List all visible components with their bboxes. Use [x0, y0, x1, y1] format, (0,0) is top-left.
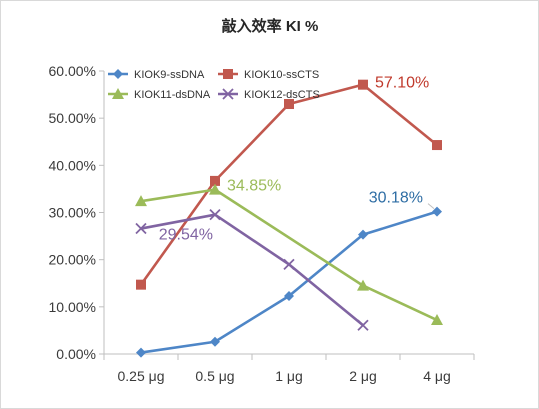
legend-marker: [113, 69, 123, 79]
x-tick-label: 4 μg: [423, 368, 451, 384]
data-point: [283, 258, 295, 271]
data-point: [136, 347, 146, 358]
data-point: [431, 314, 443, 326]
data-point: [358, 229, 368, 240]
x-tick-label: 0.25 μg: [118, 368, 165, 384]
data-point: [432, 140, 442, 151]
legend-marker: [222, 88, 234, 100]
data-point: [210, 175, 220, 186]
marker-stroke: [209, 209, 221, 221]
series-line-4: [140, 213, 364, 327]
marker-stroke: [357, 319, 369, 331]
data-label-leader: [427, 203, 435, 210]
data-point: [209, 209, 221, 221]
data-label: 30.18%: [369, 190, 423, 207]
y-tick-label: 40.00%: [49, 157, 96, 173]
data-point: [357, 319, 369, 331]
x-tick-label: 2 μg: [349, 368, 377, 384]
y-tick-label: 10.00%: [49, 299, 96, 315]
legend-label: KIOK10-ssCTS: [244, 69, 319, 81]
data-point: [135, 222, 147, 235]
series-line-3: [140, 188, 438, 322]
data-label: 34.85%: [227, 178, 281, 195]
legend-marker: [223, 69, 233, 79]
annotations-group: 57.10% 34.85% 29.54% 30.18%: [159, 75, 435, 244]
y-tick-label: 50.00%: [49, 110, 96, 126]
legend-label: KIOK9-ssDNA: [134, 69, 205, 81]
data-point: [284, 290, 294, 301]
x-tick-label: 1 μg: [275, 368, 303, 384]
legend-label: KIOK12-dsCTS: [244, 89, 320, 101]
y-tick-label: 30.00%: [49, 205, 96, 221]
y-tick-label: 0.00%: [56, 346, 96, 362]
data-point: [210, 336, 220, 347]
y-tick-label: 60.00%: [49, 63, 96, 79]
series-markers-group: [135, 79, 443, 358]
chart-title: 敲入效率 KI %: [222, 17, 319, 35]
legend-marker: [112, 88, 124, 99]
legend-label: KIOK11-dsDNA: [134, 89, 211, 101]
marker-stroke: [283, 258, 295, 271]
series-line-2: [139, 83, 438, 286]
series-lines-group: [139, 83, 438, 354]
data-label: 57.10%: [375, 75, 429, 92]
data-point: [135, 195, 147, 207]
data-label: 29.54%: [159, 227, 213, 244]
axes-group: 0.00% 10.00% 20.00% 30.00% 40.00% 50.00% 60.00…: [49, 63, 475, 384]
y-tick-label: 20.00%: [49, 252, 96, 268]
data-point: [284, 99, 294, 110]
marker-stroke: [222, 88, 234, 100]
marker-stroke: [135, 222, 147, 235]
x-tick-label: 0.5 μg: [195, 368, 234, 384]
legend: KIOK9-ssDNA KIOK10-ssCTS KIOK11-dsDNA KIOK1…: [108, 69, 320, 101]
data-point: [136, 279, 146, 290]
data-point: [432, 206, 442, 217]
data-point: [358, 79, 368, 90]
data-point: [209, 183, 221, 195]
data-point: [357, 279, 369, 291]
